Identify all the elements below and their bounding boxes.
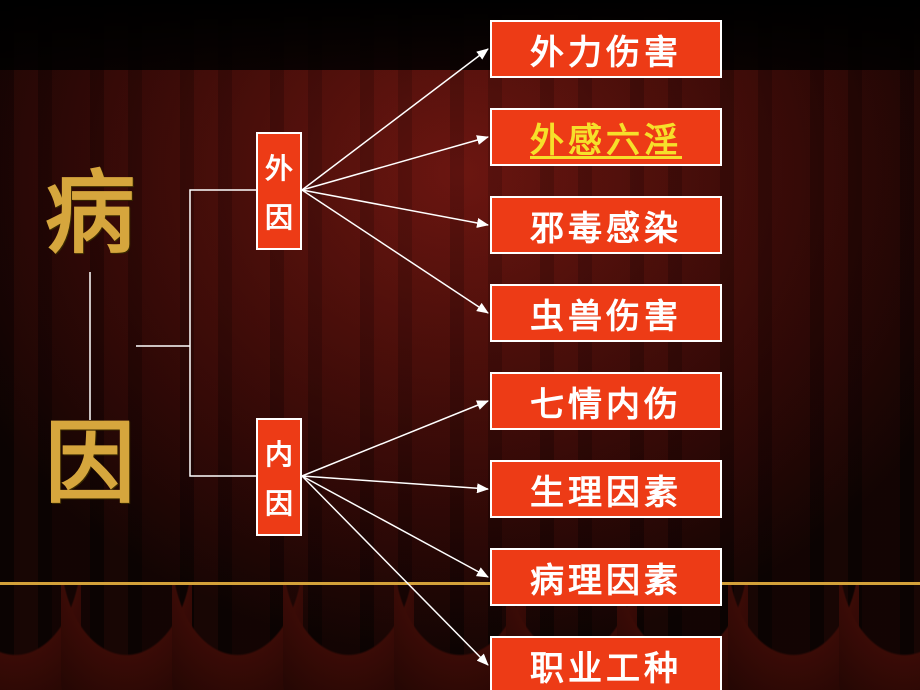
leaf-label: 职业工种 — [530, 641, 682, 690]
mid-char: 内 — [265, 433, 293, 473]
leaf-occupational: 职业工种 — [490, 636, 722, 690]
leaf-label: 外感六淫 — [530, 113, 682, 162]
leaf-label: 生理因素 — [530, 465, 682, 514]
root-char-2: 因 — [25, 420, 155, 510]
mid-char: 因 — [265, 196, 293, 236]
diagram-lines — [0, 0, 920, 690]
leaf-label: 邪毒感染 — [530, 201, 682, 250]
leaf-external-injury: 外力伤害 — [490, 20, 722, 78]
mid-box-internal: 内 因 — [256, 418, 302, 536]
leaf-label: 虫兽伤害 — [530, 289, 682, 338]
leaf-insect-beast: 虫兽伤害 — [490, 284, 722, 342]
leaf-seven-emotions: 七情内伤 — [490, 372, 722, 430]
leaf-six-excesses: 外感六淫 — [490, 108, 722, 166]
mid-box-external: 外 因 — [256, 132, 302, 250]
leaf-label: 外力伤害 — [530, 25, 682, 74]
leaf-pathological: 病理因素 — [490, 548, 722, 606]
root-char-1: 病 — [25, 170, 155, 260]
leaf-label: 病理因素 — [530, 553, 682, 602]
leaf-label: 七情内伤 — [530, 377, 682, 426]
leaf-physiological: 生理因素 — [490, 460, 722, 518]
mid-char: 因 — [265, 482, 293, 522]
mid-char: 外 — [265, 147, 293, 187]
leaf-toxin-infection: 邪毒感染 — [490, 196, 722, 254]
